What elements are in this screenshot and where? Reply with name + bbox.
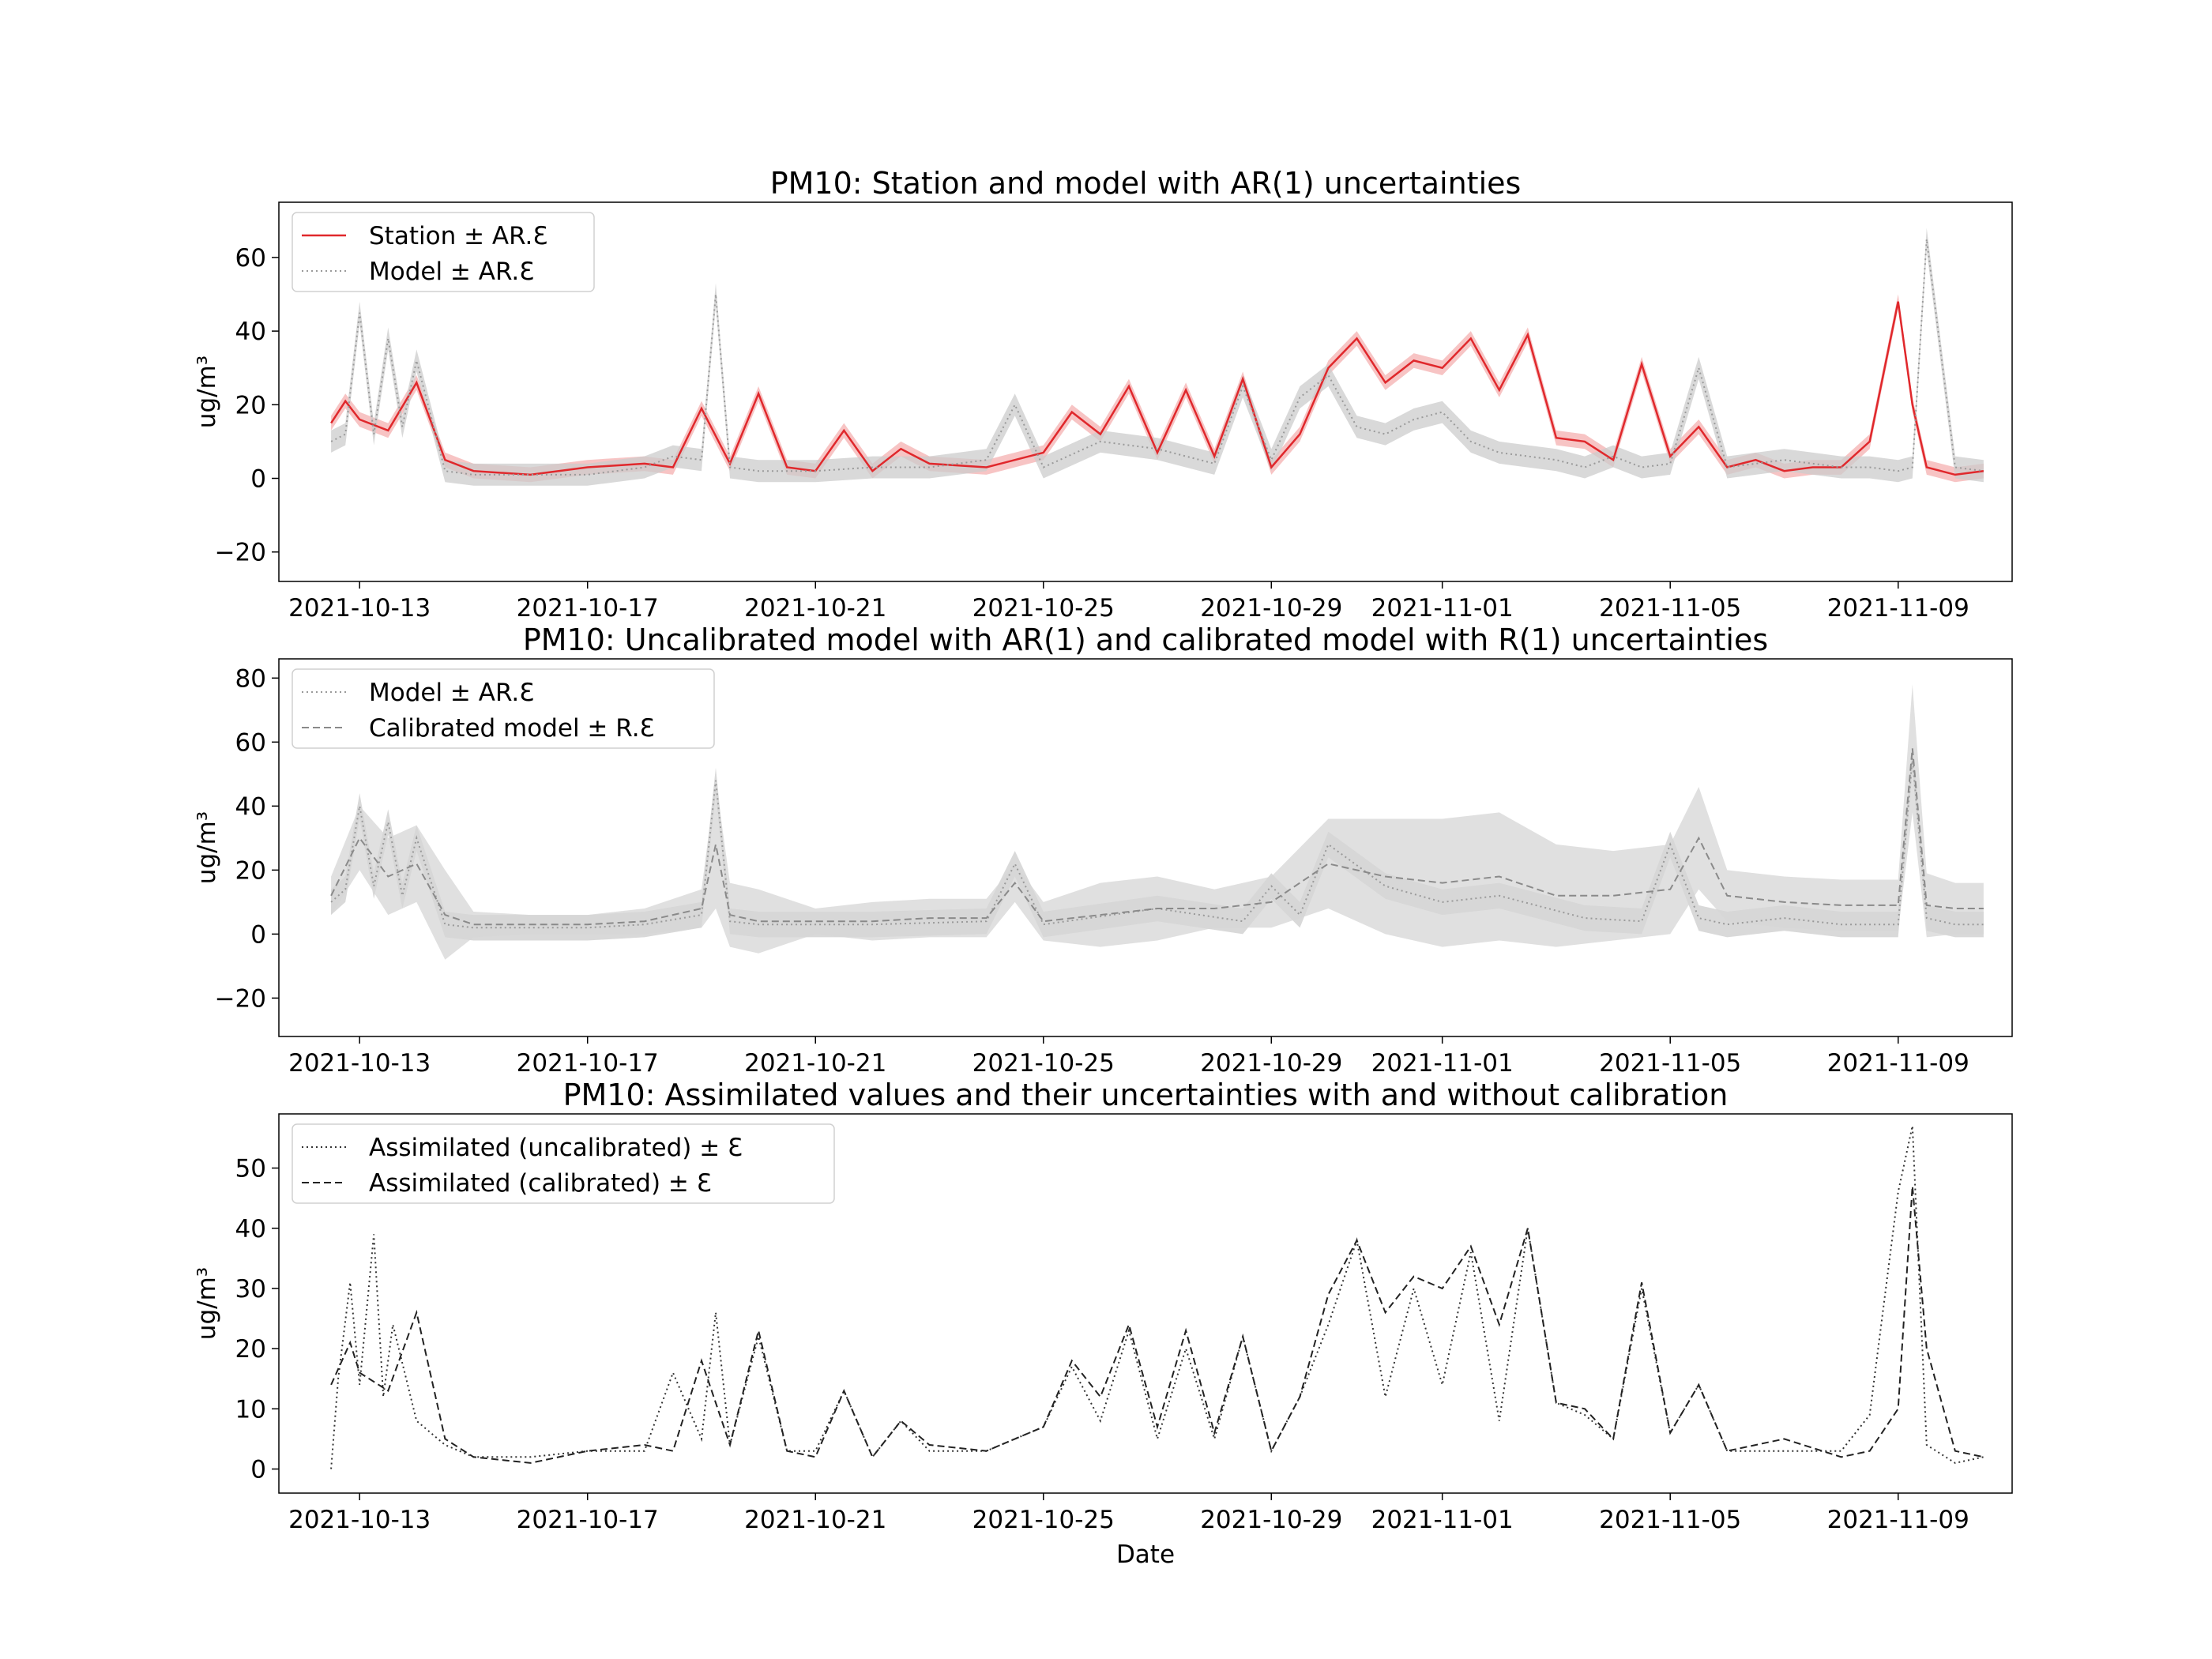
panel-1-legend-box bbox=[292, 212, 595, 292]
panel-2-series-2-line bbox=[330, 748, 1984, 926]
panel-1-ytick-label: 60 bbox=[235, 244, 266, 273]
panel-2: −20 0 20 40 60 80 2021-10-13 2021-10-17 2021-10-… bbox=[193, 623, 2013, 1078]
panel-2-axes-frame bbox=[278, 658, 2013, 1037]
panel-2-ytick-label: 0 bbox=[250, 920, 266, 949]
panel-3-legend: Assimilated (uncalibrated) ± Ɛ Assimilate… bbox=[292, 1123, 835, 1204]
panel-3-xtick-label: 2021-11-05 bbox=[1599, 1506, 1741, 1534]
panel-3-ytick-label: 0 bbox=[250, 1456, 266, 1484]
panel-3-xtick-label: 2021-10-21 bbox=[744, 1506, 886, 1534]
panel-3-ytick-label: 30 bbox=[235, 1275, 266, 1304]
panel-2-legend-label-1: Model ± AR.Ɛ bbox=[369, 679, 534, 707]
panel-2-xtick-label: 2021-10-17 bbox=[517, 1049, 659, 1078]
panel-1-xtick-label: 2021-10-13 bbox=[288, 594, 431, 623]
panel-3-xtick-label: 2021-11-01 bbox=[1371, 1506, 1514, 1534]
panel-1: −20 0 20 40 60 2021-10-13 2021-10-17 2021-10-21… bbox=[193, 166, 2013, 623]
panel-3-ylabel: ug/m³ bbox=[193, 1267, 221, 1340]
panel-3-legend-label-2: Assimilated (calibrated) ± Ɛ bbox=[369, 1169, 712, 1198]
panel-3-series-1-line bbox=[330, 1125, 1984, 1469]
panel-2-ytick-label: −20 bbox=[215, 984, 266, 1013]
panel-2-ytick-label: 40 bbox=[235, 792, 266, 821]
panel-3-xtick-label: 2021-10-13 bbox=[288, 1506, 431, 1534]
panel-2-xtick-label: 2021-11-05 bbox=[1599, 1049, 1741, 1078]
panel-1-xtick-label: 2021-10-25 bbox=[972, 594, 1115, 623]
panel-2-xtick-label: 2021-10-21 bbox=[744, 1049, 886, 1078]
panel-3-xtick-label: 2021-11-09 bbox=[1827, 1506, 1969, 1534]
panel-2-xtick-label: 2021-10-13 bbox=[288, 1049, 431, 1078]
panel-2-ytick-label: 60 bbox=[235, 728, 266, 757]
panel-2-ytick-label: 20 bbox=[235, 856, 266, 885]
panel-1-legend-label-1: Station ± AR.Ɛ bbox=[369, 222, 547, 250]
panel-2-xtick-label: 2021-11-01 bbox=[1371, 1049, 1514, 1078]
panel-2-xtick-label: 2021-11-09 bbox=[1827, 1049, 1969, 1078]
panel-2-ytick-label: 80 bbox=[235, 664, 266, 693]
panel-3-xtick-label: 2021-10-29 bbox=[1200, 1506, 1342, 1534]
panel-3-axes-frame bbox=[278, 1113, 2013, 1494]
panel-2-legend: Model ± AR.Ɛ Calibrated model ± R.Ɛ bbox=[292, 668, 715, 749]
panel-3-ytick-label: 20 bbox=[235, 1335, 266, 1364]
panel-1-series-2-band bbox=[331, 228, 1984, 486]
panel-1-series-1-line bbox=[330, 301, 1984, 476]
panel-2-legend-label-2: Calibrated model ± R.Ɛ bbox=[369, 714, 655, 743]
panel-1-xtick-label: 2021-11-01 bbox=[1371, 594, 1514, 623]
panel-1-xtick-label: 2021-11-09 bbox=[1827, 594, 1969, 623]
panel-3-legend-box bbox=[292, 1123, 835, 1204]
panel-3-ytick-label: 40 bbox=[235, 1215, 266, 1243]
panel-1-xtick-label: 2021-10-17 bbox=[517, 594, 659, 623]
panel-2-xtick-label: 2021-10-29 bbox=[1200, 1049, 1342, 1078]
panel-3-ytick-label: 50 bbox=[235, 1155, 266, 1183]
panel-1-ytick-label: 0 bbox=[250, 465, 266, 494]
panel-1-ytick-label: 20 bbox=[235, 391, 266, 419]
panel-1-title: PM10: Station and model with AR(1) uncer… bbox=[770, 166, 1522, 201]
panel-2-ylabel: ug/m³ bbox=[193, 811, 221, 884]
panel-1-xtick-label: 2021-10-21 bbox=[744, 594, 886, 623]
panel-3: 0 10 20 30 40 50 2021-10-13 2021-10-17 2021-10-2… bbox=[193, 1078, 2013, 1569]
panel-3-title: PM10: Assimilated values and their uncer… bbox=[563, 1078, 1729, 1112]
panel-3-xlabel: Date bbox=[1116, 1540, 1175, 1569]
panel-3-ytick-label: 10 bbox=[235, 1395, 266, 1424]
panel-1-axes-frame bbox=[278, 201, 2013, 582]
panel-3-xtick-label: 2021-10-25 bbox=[972, 1506, 1115, 1534]
panel-2-series-2-band bbox=[331, 684, 1984, 960]
panel-1-xtick-label: 2021-11-05 bbox=[1599, 594, 1741, 623]
panel-3-legend-label-1: Assimilated (uncalibrated) ± Ɛ bbox=[369, 1134, 743, 1162]
panel-1-ytick-label: −20 bbox=[215, 539, 266, 567]
panel-1-ytick-label: 40 bbox=[235, 318, 266, 346]
panel-3-xtick-label: 2021-10-17 bbox=[517, 1506, 659, 1534]
panel-2-xtick-label: 2021-10-25 bbox=[972, 1049, 1115, 1078]
panel-1-xtick-label: 2021-10-29 bbox=[1200, 594, 1342, 623]
panel-1-legend: Station ± AR.Ɛ Model ± AR.Ɛ bbox=[292, 212, 595, 292]
panel-1-legend-label-2: Model ± AR.Ɛ bbox=[369, 258, 534, 286]
panel-1-series-1-band bbox=[331, 294, 1984, 483]
panel-2-title: PM10: Uncalibrated model with AR(1) and … bbox=[523, 623, 1768, 657]
panel-1-ylabel: ug/m³ bbox=[193, 356, 221, 428]
panel-2-legend-box bbox=[292, 668, 715, 749]
panel-3-series-2-line bbox=[330, 1186, 1984, 1464]
